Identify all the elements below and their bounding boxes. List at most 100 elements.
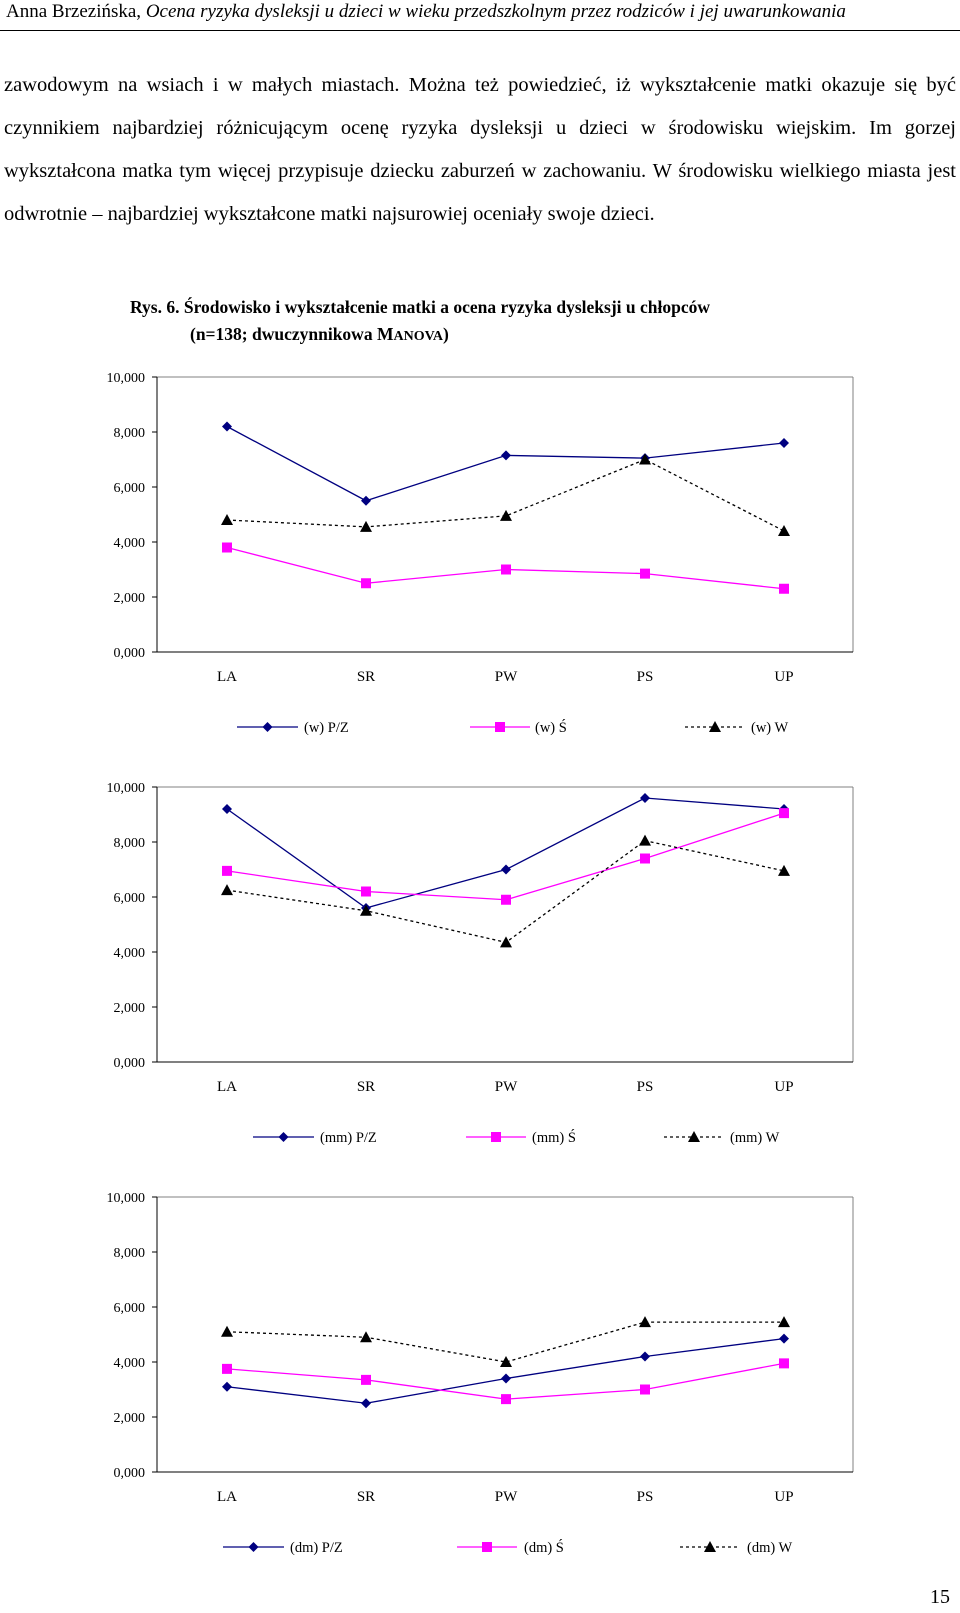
data-point bbox=[778, 1316, 790, 1328]
series-2 bbox=[221, 834, 790, 948]
legend-entry: (w) Ś bbox=[470, 719, 567, 736]
x-tick-label: UP bbox=[774, 669, 793, 685]
data-point bbox=[640, 568, 650, 579]
caption-line-1: Rys. 6. Środowisko i wykształcenie matki… bbox=[130, 297, 710, 317]
legend-marker bbox=[688, 1131, 700, 1142]
y-tick-label: 8,000 bbox=[114, 1246, 146, 1261]
y-tick-label: 10,000 bbox=[107, 781, 146, 796]
data-point bbox=[501, 564, 511, 575]
series-line bbox=[226, 797, 785, 909]
legend-label: (mm) W bbox=[730, 1130, 780, 1146]
y-tick-label: 2,000 bbox=[114, 1001, 146, 1016]
data-point bbox=[779, 1333, 789, 1344]
data-point bbox=[222, 1363, 232, 1374]
legend-label: (mm) Ś bbox=[532, 1129, 576, 1146]
data-point bbox=[779, 438, 789, 448]
y-tick-label: 6,000 bbox=[114, 891, 146, 906]
x-tick-label: PW bbox=[495, 669, 518, 685]
legend-entry: (w) W bbox=[685, 720, 788, 736]
chart-duze-miasto: 0,000 2,000 4,000 6,000 8,000 10,000 LA SR PW PS U… bbox=[107, 1191, 854, 1556]
x-tick-label: SR bbox=[357, 1079, 375, 1095]
data-point bbox=[222, 1381, 232, 1392]
x-tick-label: PS bbox=[637, 669, 654, 685]
series-1 bbox=[222, 808, 789, 905]
data-point bbox=[222, 804, 232, 814]
series-line bbox=[226, 812, 785, 901]
series-line bbox=[226, 839, 785, 944]
caption-line-2-suffix: ) bbox=[443, 324, 449, 344]
series-line bbox=[226, 1321, 784, 1363]
x-tick-label: UP bbox=[774, 1489, 793, 1505]
chart-wies: 0,000 2,000 4,000 6,000 8,000 10,000 LA SR PW PS U… bbox=[107, 371, 854, 736]
series-line bbox=[226, 425, 785, 502]
caption-line-2-prefix: (n=138; dwuczynnikowa M bbox=[190, 324, 394, 344]
data-point bbox=[501, 450, 511, 461]
chart-male-miasto: 0,000 2,000 4,000 6,000 8,000 10,000 LA SR PW PS U… bbox=[107, 781, 854, 1146]
data-point bbox=[222, 865, 232, 876]
data-point bbox=[501, 894, 511, 905]
data-point bbox=[222, 542, 232, 553]
data-point bbox=[361, 578, 371, 589]
legend-marker bbox=[491, 1132, 501, 1142]
data-point bbox=[361, 1398, 371, 1409]
x-tick-label: PW bbox=[495, 1489, 518, 1505]
data-point bbox=[501, 1373, 511, 1384]
data-point bbox=[500, 509, 512, 521]
legend-marker bbox=[262, 722, 273, 732]
series-1 bbox=[222, 1358, 789, 1405]
x-tick-label: LA bbox=[217, 669, 237, 685]
legend-label: (dm) P/Z bbox=[290, 1540, 343, 1556]
y-tick-label: 8,000 bbox=[114, 836, 146, 851]
y-tick-label: 10,000 bbox=[107, 371, 146, 386]
legend-marker bbox=[495, 722, 505, 732]
x-tick-label: PS bbox=[637, 1079, 654, 1095]
series-line bbox=[226, 1337, 785, 1404]
data-point bbox=[222, 421, 232, 432]
series-line bbox=[226, 458, 785, 532]
data-point bbox=[501, 864, 511, 875]
paragraph-text: zawodowym na wsiach i w małych miastach.… bbox=[4, 74, 956, 225]
x-tick-label: SR bbox=[357, 1489, 375, 1505]
caption-line-2: (n=138; dwuczynnikowa MANOVA) bbox=[130, 321, 930, 350]
legend-entry: (dm) Ś bbox=[457, 1539, 564, 1556]
data-point bbox=[779, 1358, 789, 1369]
series-0 bbox=[222, 421, 789, 506]
x-tick-label: LA bbox=[217, 1489, 237, 1505]
x-tick-label: PS bbox=[637, 1489, 654, 1505]
y-tick-label: 4,000 bbox=[114, 536, 146, 551]
legend-label: (w) P/Z bbox=[304, 720, 349, 736]
data-point bbox=[360, 904, 372, 916]
x-tick-label: SR bbox=[357, 669, 375, 685]
y-tick-label: 6,000 bbox=[114, 481, 146, 496]
legend-entry: (mm) W bbox=[664, 1130, 780, 1146]
header-author: Anna Brzezińska, bbox=[6, 1, 142, 22]
data-point bbox=[361, 886, 371, 897]
series-1 bbox=[222, 542, 789, 594]
data-point bbox=[361, 495, 371, 506]
data-point bbox=[779, 583, 789, 594]
legend-marker bbox=[248, 1542, 259, 1552]
series-2 bbox=[221, 1316, 790, 1367]
x-tick-label: UP bbox=[774, 1079, 793, 1095]
y-tick-label: 2,000 bbox=[114, 591, 146, 606]
figure-caption: Rys. 6. Środowisko i wykształcenie matki… bbox=[130, 294, 930, 350]
legend-entry: (mm) Ś bbox=[466, 1129, 576, 1146]
header-rule bbox=[0, 30, 960, 31]
data-point bbox=[361, 1374, 371, 1385]
legend-entry: (dm) W bbox=[680, 1540, 793, 1556]
y-tick-label: 6,000 bbox=[114, 1301, 146, 1316]
data-point bbox=[221, 514, 233, 525]
series-0 bbox=[222, 1333, 789, 1409]
header-title: Ocena ryzyka dysleksji u dzieci w wieku … bbox=[145, 1, 846, 22]
data-point bbox=[639, 834, 651, 846]
legend-marker bbox=[704, 1541, 716, 1552]
data-point bbox=[779, 808, 789, 819]
legend-label: (dm) Ś bbox=[524, 1539, 564, 1556]
running-header: Anna Brzezińska, Ocena ryzyka dysleksji … bbox=[6, 0, 956, 26]
legend-label: (dm) W bbox=[747, 1540, 793, 1556]
data-point bbox=[360, 520, 372, 532]
y-tick-label: 2,000 bbox=[114, 1411, 146, 1426]
data-point bbox=[639, 453, 651, 465]
y-tick-label: 4,000 bbox=[114, 946, 146, 961]
data-point bbox=[501, 1394, 511, 1405]
